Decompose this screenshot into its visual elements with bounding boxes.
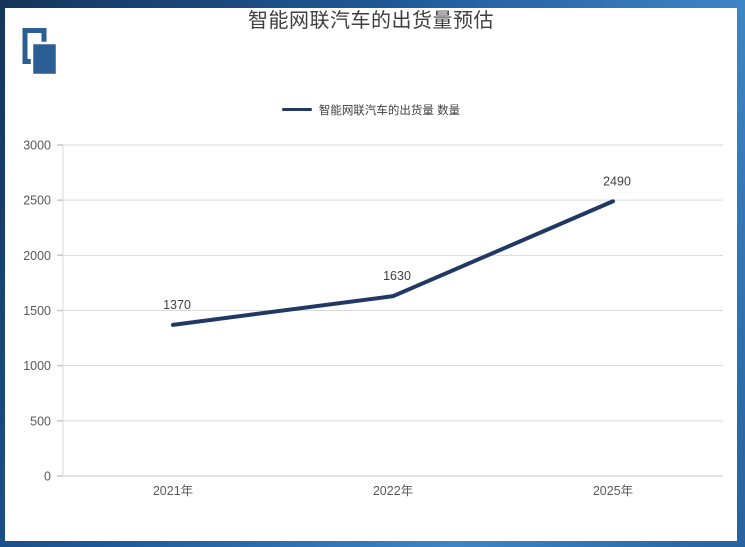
chart-title: 智能网联汽车的出货量预估 [248,10,494,32]
logo-filled-rect [30,41,58,76]
y-tick-label: 1500 [23,304,51,318]
legend[interactable]: 智能网联汽车的出货量 数量 [5,102,737,117]
x-axis-label: 2025年 [593,484,633,498]
data-label: 1630 [383,269,411,283]
legend-label: 智能网联汽车的出货量 数量 [318,104,461,117]
legend-line-marker [281,107,312,112]
y-tick-label: 2500 [23,194,51,208]
y-tick-label: 2000 [23,249,51,263]
series-line [171,199,615,327]
data-label: 1370 [163,298,191,312]
chart-canvas: 智能网联汽车的出货量预估 智能网联汽车的出货量 数量 0 500 1000 1500 2… [5,8,737,541]
x-axis-label: 2021年 [153,484,193,498]
x-axis-label: 2022年 [373,484,413,498]
y-tick-label: 1000 [23,359,51,373]
y-tick-label: 500 [30,414,51,428]
y-tick-label: 0 [44,470,51,484]
line-chart-plot-area: 0 500 1000 1500 2000 2500 3000 2021年 2022年 2025年 1… [23,139,723,498]
y-tick-label: 3000 [23,139,51,153]
overlapping-frames-logo-icon [22,28,58,76]
data-label: 2490 [603,174,631,188]
